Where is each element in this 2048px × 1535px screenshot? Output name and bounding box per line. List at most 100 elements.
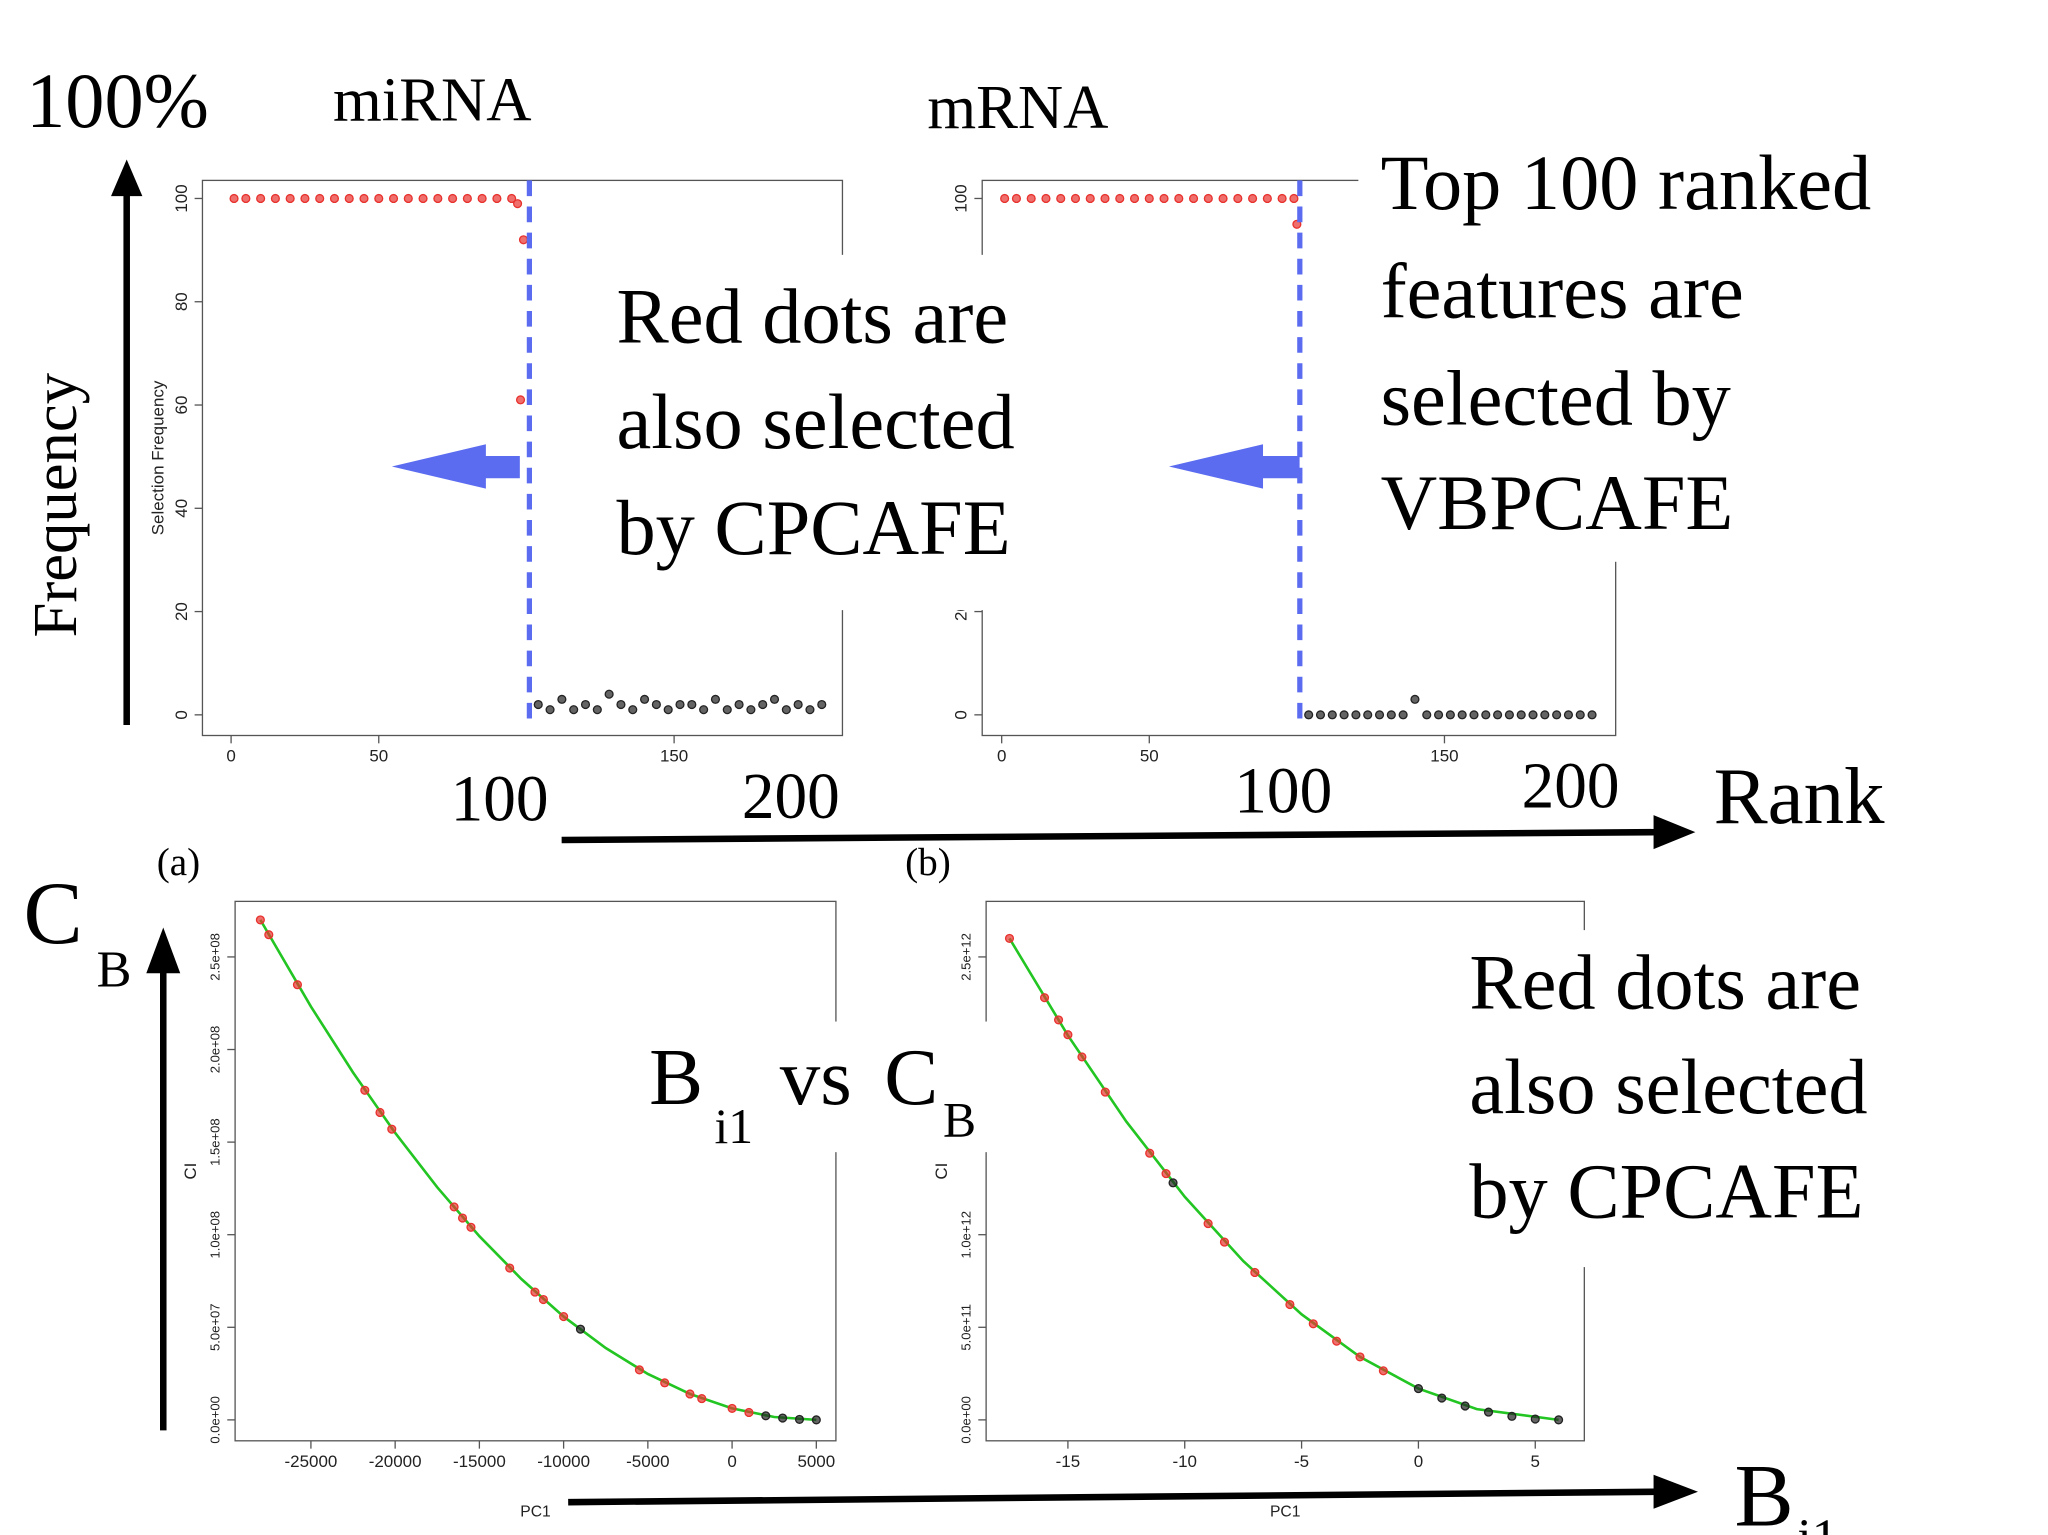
- y-axis-title: CI: [932, 1163, 951, 1180]
- y-axis-title: Selection Frequency: [148, 380, 167, 535]
- point: [1000, 193, 1010, 204]
- overlay: 100% Frequency Rank 100 200 100 200 Red …: [20, 57, 2012, 1535]
- point: [1554, 1415, 1564, 1425]
- point: [761, 1411, 771, 1421]
- point: [758, 699, 768, 710]
- note: Red dots are: [616, 272, 1008, 359]
- point: [344, 193, 354, 204]
- point: [1422, 710, 1432, 720]
- x-axis-title: PC1: [520, 1504, 550, 1521]
- point: [687, 699, 697, 710]
- axis-arrow: [568, 1488, 1659, 1506]
- point: [1289, 193, 1299, 204]
- relation: C: [884, 1032, 938, 1122]
- point: [1248, 193, 1258, 204]
- point: [746, 705, 756, 715]
- point: [1483, 1407, 1494, 1417]
- point: [778, 1413, 788, 1423]
- point: [557, 694, 567, 704]
- point: [1218, 193, 1228, 204]
- y-tick-label: 100: [952, 184, 971, 212]
- point: [1041, 193, 1051, 204]
- axis-arrow: [561, 828, 1659, 844]
- point: [433, 193, 443, 204]
- point: [1168, 1178, 1178, 1188]
- point: [1575, 710, 1585, 720]
- arrow-head: [146, 927, 181, 974]
- point: [1100, 1087, 1110, 1097]
- point: [1056, 193, 1066, 204]
- point: [292, 980, 303, 990]
- note-box: [594, 254, 1111, 611]
- point: [1504, 710, 1514, 720]
- point: [710, 694, 721, 704]
- x-tick-label: 0: [226, 747, 235, 766]
- y-tick-label: 0.0e+00: [207, 1396, 222, 1444]
- point: [817, 699, 827, 710]
- point: [722, 705, 732, 715]
- chart-panel: miRNA (a) 0 50 150 0 20 40 60 80 100 Selection Freq…: [148, 64, 844, 884]
- y-tick-label: 40: [172, 499, 191, 518]
- plot-frame: [234, 900, 837, 1442]
- arrow-head: [1653, 1474, 1698, 1509]
- chart-title: miRNA: [333, 64, 532, 134]
- point: [1129, 193, 1140, 204]
- relation: B: [649, 1032, 703, 1122]
- point: [518, 235, 529, 245]
- point: [1552, 710, 1562, 720]
- point: [1445, 710, 1455, 720]
- note: also selected: [1469, 1043, 1867, 1130]
- point: [315, 193, 325, 204]
- y-tick-label: 0.0e+00: [958, 1396, 973, 1444]
- note-box: [391, 773, 954, 829]
- chart-panel: -15 -10 -5 0 5 0.0e+00 5.0e+11 1.0e+12 2.5e+12 CI…: [932, 900, 1585, 1521]
- y-tick-label: 0: [952, 710, 971, 719]
- axis-label: B: [1735, 1448, 1794, 1535]
- y-tick-label: 60: [172, 396, 191, 415]
- y-tick-label: 1.0e+08: [207, 1211, 222, 1259]
- point: [374, 193, 384, 204]
- point: [1070, 193, 1081, 204]
- point: [675, 699, 685, 710]
- note-box: [1201, 768, 1659, 824]
- point: [1398, 710, 1408, 720]
- point: [663, 705, 673, 715]
- x-tick-label: 0: [997, 747, 1006, 766]
- point: [375, 1107, 385, 1118]
- chart-panel: -25000 -20000 -15000 -10000 -5000 0 5000 0.0e+0…: [181, 900, 837, 1521]
- note: by CPCAFE: [1469, 1147, 1863, 1234]
- point: [1100, 193, 1110, 204]
- point: [1039, 993, 1050, 1003]
- note-box: [1452, 930, 1969, 1268]
- point: [1203, 1219, 1213, 1229]
- x-tick-label: -25000: [284, 1452, 337, 1471]
- point: [270, 193, 280, 204]
- y-tick-label: 2.5e+12: [958, 933, 973, 981]
- x-tick-label: 5: [1531, 1452, 1540, 1471]
- point: [628, 705, 638, 715]
- x-tick-label: -15: [1056, 1452, 1081, 1471]
- note: also selected: [616, 378, 1014, 465]
- note-box: [637, 1021, 997, 1153]
- note: selected by: [1381, 355, 1731, 442]
- point: [1063, 1030, 1073, 1040]
- point: [1410, 694, 1420, 704]
- x-tick-label: 0: [1414, 1452, 1423, 1471]
- panel-label: (b): [905, 841, 951, 884]
- rank-mark: 100: [451, 763, 549, 835]
- point: [256, 193, 266, 204]
- point: [359, 193, 369, 204]
- rank-mark: 200: [1522, 750, 1620, 822]
- x-tick-label: 150: [660, 747, 688, 766]
- point: [660, 1378, 670, 1388]
- point: [477, 193, 487, 204]
- point: [360, 1085, 370, 1095]
- point: [1188, 193, 1199, 204]
- point: [1413, 1384, 1423, 1394]
- point: [1332, 1336, 1342, 1346]
- point: [580, 699, 591, 710]
- point: [1378, 1366, 1388, 1376]
- point: [1469, 710, 1479, 720]
- relation-sub: B: [943, 1092, 976, 1147]
